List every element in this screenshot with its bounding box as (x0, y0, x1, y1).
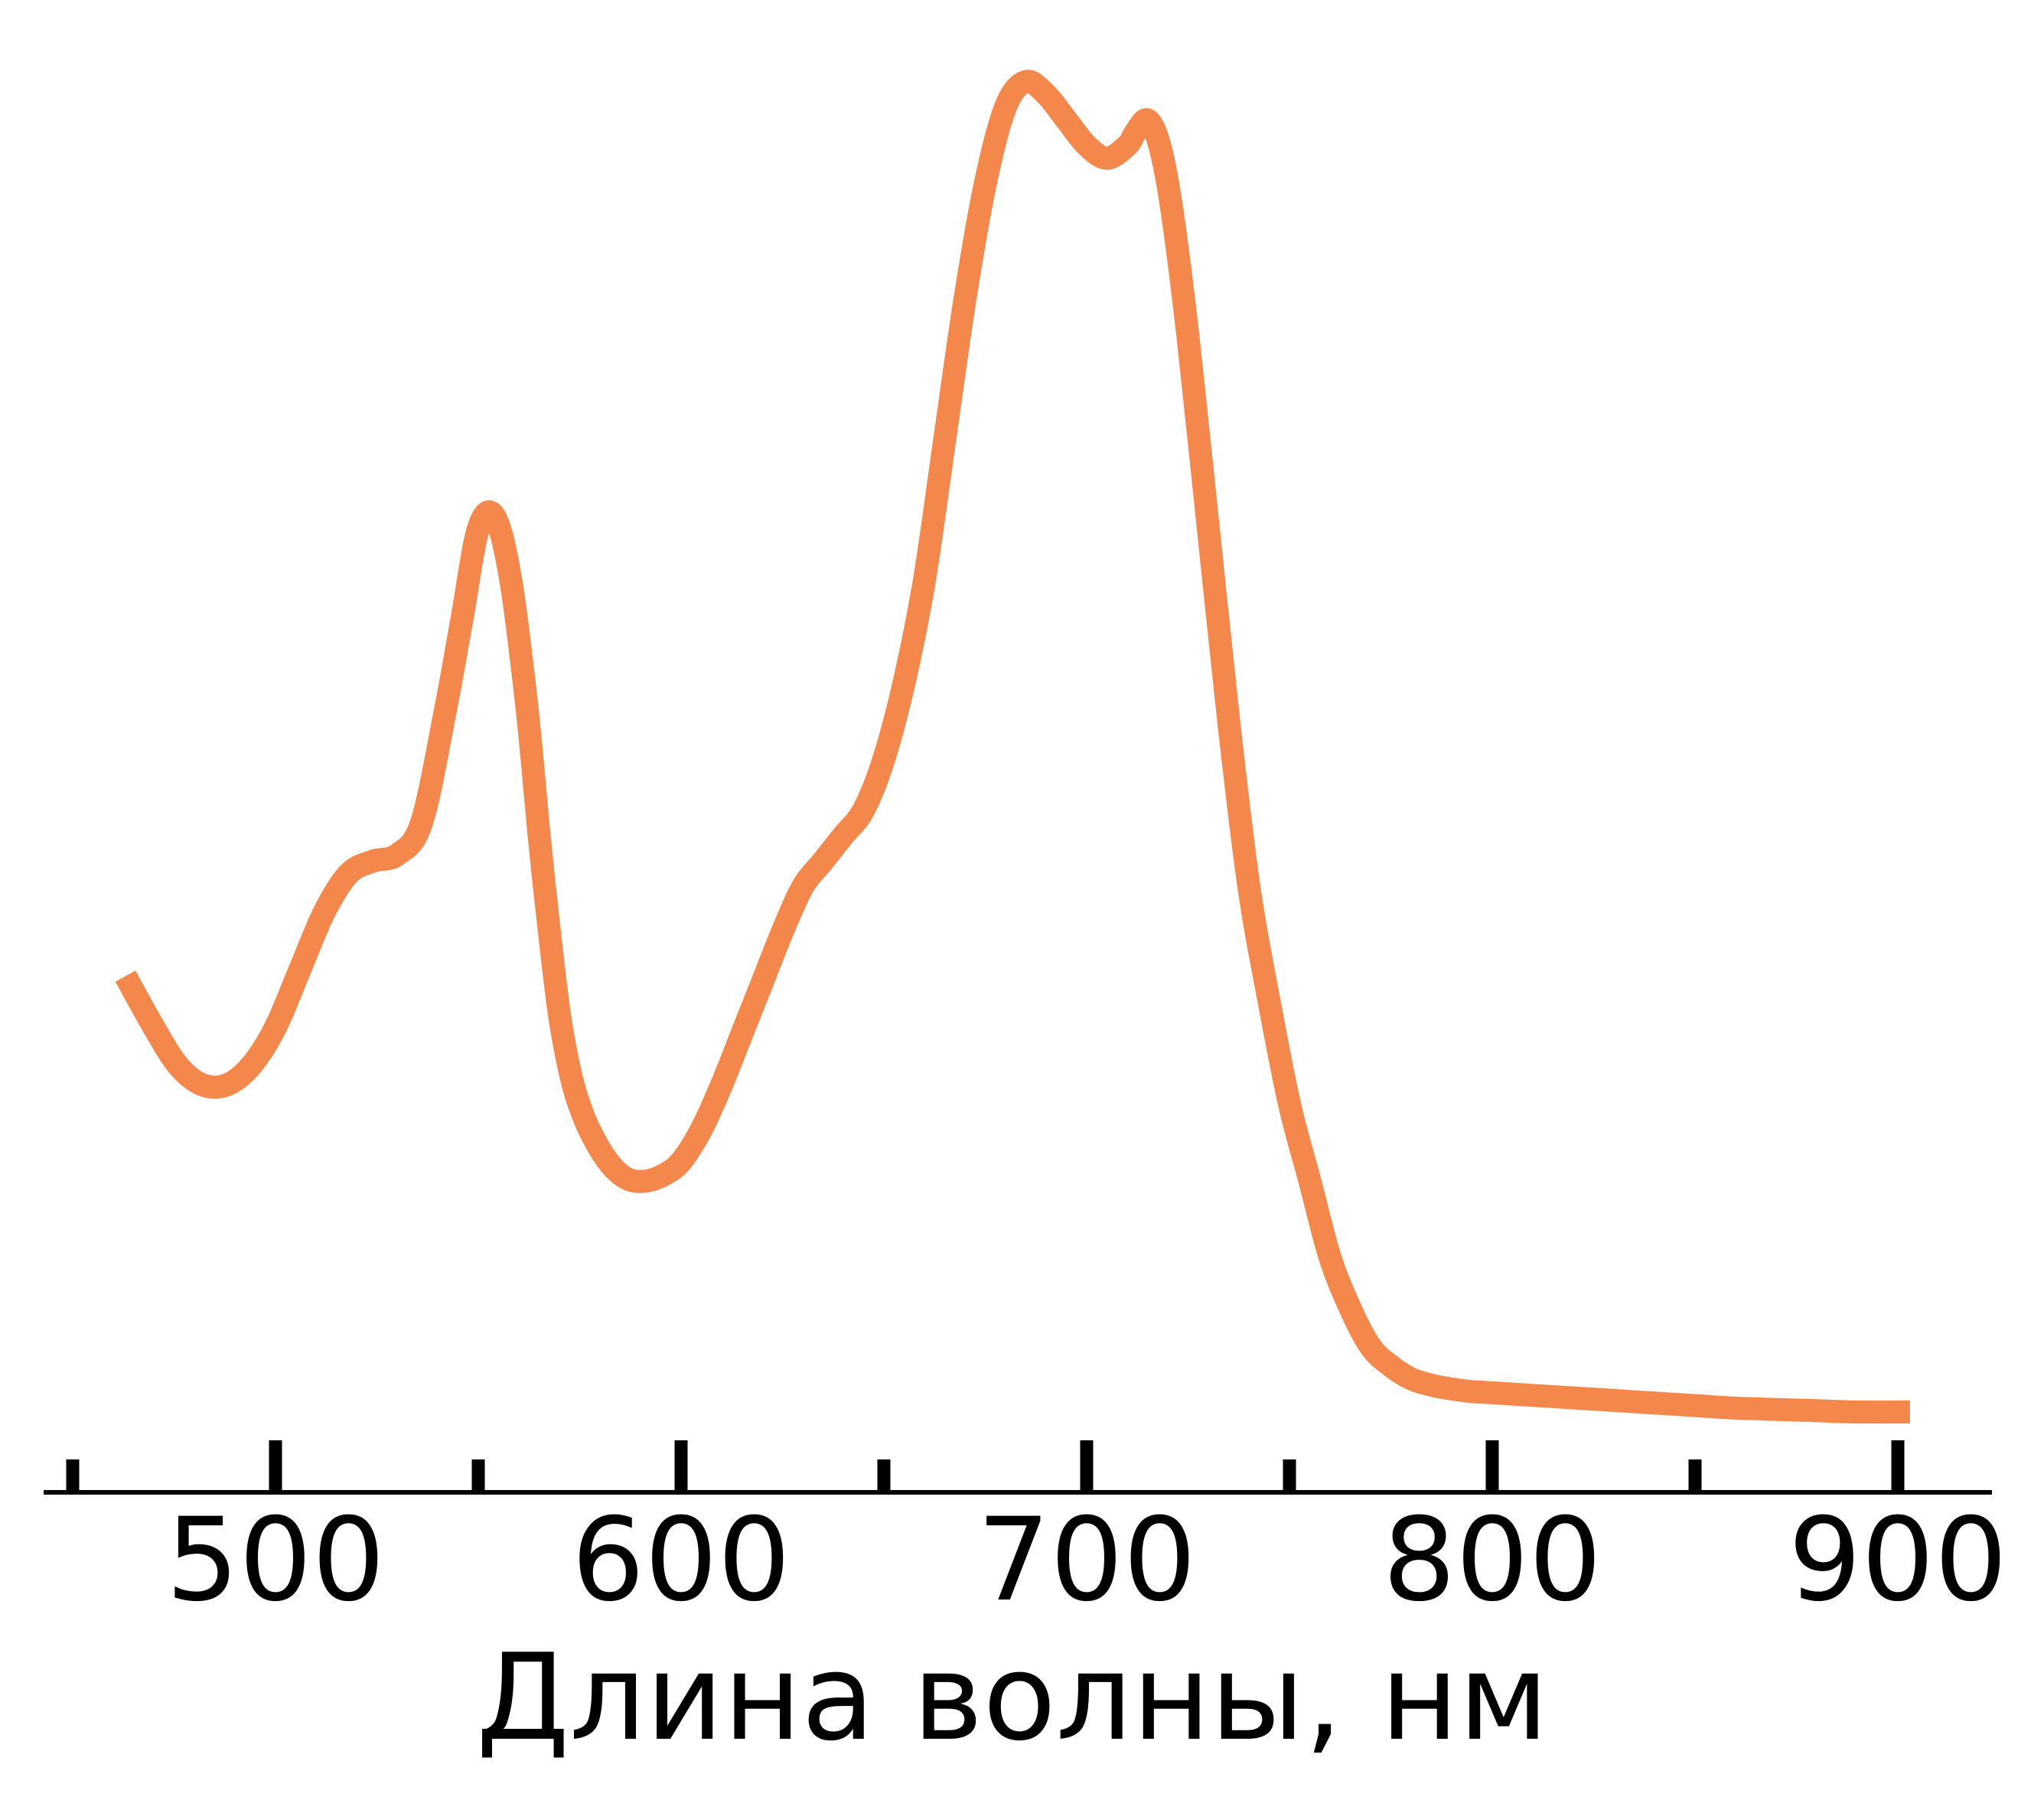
x-tick-label: 700 (977, 1494, 1196, 1627)
x-tick-label: 500 (166, 1494, 385, 1627)
line-layer (115, 70, 1910, 1424)
x-axis-ticks (66, 1440, 1905, 1492)
x-axis-tick-labels: 500 600 700 800 900 (166, 1494, 2007, 1627)
x-tick-label: 600 (572, 1494, 791, 1627)
x-axis-title: Длина волны, нм (476, 1628, 1548, 1767)
x-tick-label: 800 (1383, 1494, 1602, 1627)
spectrum-line (115, 70, 1910, 1424)
x-tick-label: 900 (1788, 1494, 2007, 1627)
